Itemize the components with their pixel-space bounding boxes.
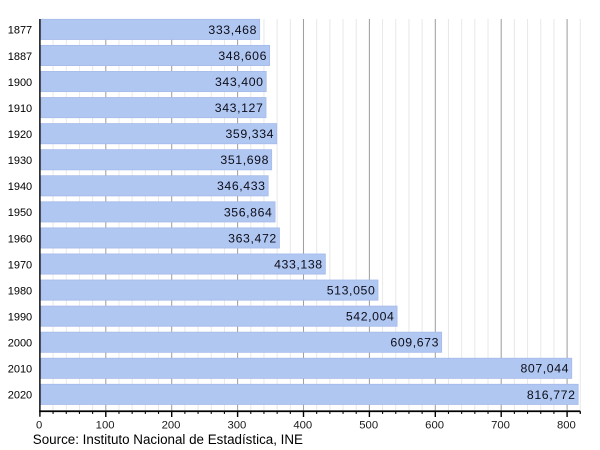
svg-text:1950: 1950 — [8, 207, 32, 219]
svg-text:807,044: 807,044 — [520, 362, 569, 376]
svg-text:100: 100 — [96, 420, 115, 432]
svg-text:500: 500 — [359, 420, 378, 432]
svg-text:200: 200 — [162, 420, 181, 432]
svg-text:2020: 2020 — [8, 390, 32, 402]
svg-text:356,864: 356,864 — [224, 205, 273, 219]
svg-text:816,772: 816,772 — [527, 388, 576, 402]
svg-text:363,472: 363,472 — [228, 231, 277, 245]
svg-text:1910: 1910 — [8, 103, 32, 115]
svg-text:2010: 2010 — [8, 364, 32, 376]
svg-text:343,127: 343,127 — [215, 101, 264, 115]
svg-text:1877: 1877 — [8, 25, 32, 37]
svg-text:300: 300 — [227, 420, 246, 432]
svg-text:346,433: 346,433 — [217, 179, 266, 193]
svg-text:1920: 1920 — [8, 129, 32, 141]
svg-text:0: 0 — [36, 420, 42, 432]
svg-text:343,400: 343,400 — [215, 75, 264, 89]
svg-text:600: 600 — [425, 420, 444, 432]
svg-text:1990: 1990 — [8, 311, 32, 323]
svg-text:700: 700 — [491, 420, 510, 432]
svg-text:542,004: 542,004 — [346, 310, 395, 324]
svg-text:400: 400 — [293, 420, 312, 432]
svg-text:333,468: 333,468 — [208, 23, 257, 37]
svg-text:1900: 1900 — [8, 77, 32, 89]
svg-text:2000: 2000 — [8, 338, 32, 350]
svg-text:513,050: 513,050 — [327, 284, 376, 298]
svg-text:359,334: 359,334 — [225, 127, 274, 141]
svg-text:1930: 1930 — [8, 155, 32, 167]
svg-text:433,138: 433,138 — [274, 257, 323, 271]
svg-text:348,606: 348,606 — [218, 49, 267, 63]
svg-text:1980: 1980 — [8, 285, 32, 297]
svg-text:Source: Instituto Nacional de: Source: Instituto Nacional de Estadístic… — [33, 432, 303, 447]
svg-text:351,698: 351,698 — [220, 153, 269, 167]
svg-text:1887: 1887 — [8, 51, 32, 63]
svg-text:800: 800 — [557, 420, 576, 432]
svg-text:609,673: 609,673 — [390, 336, 439, 350]
svg-text:1970: 1970 — [8, 259, 32, 271]
svg-text:1960: 1960 — [8, 233, 32, 245]
svg-text:1940: 1940 — [8, 181, 32, 193]
